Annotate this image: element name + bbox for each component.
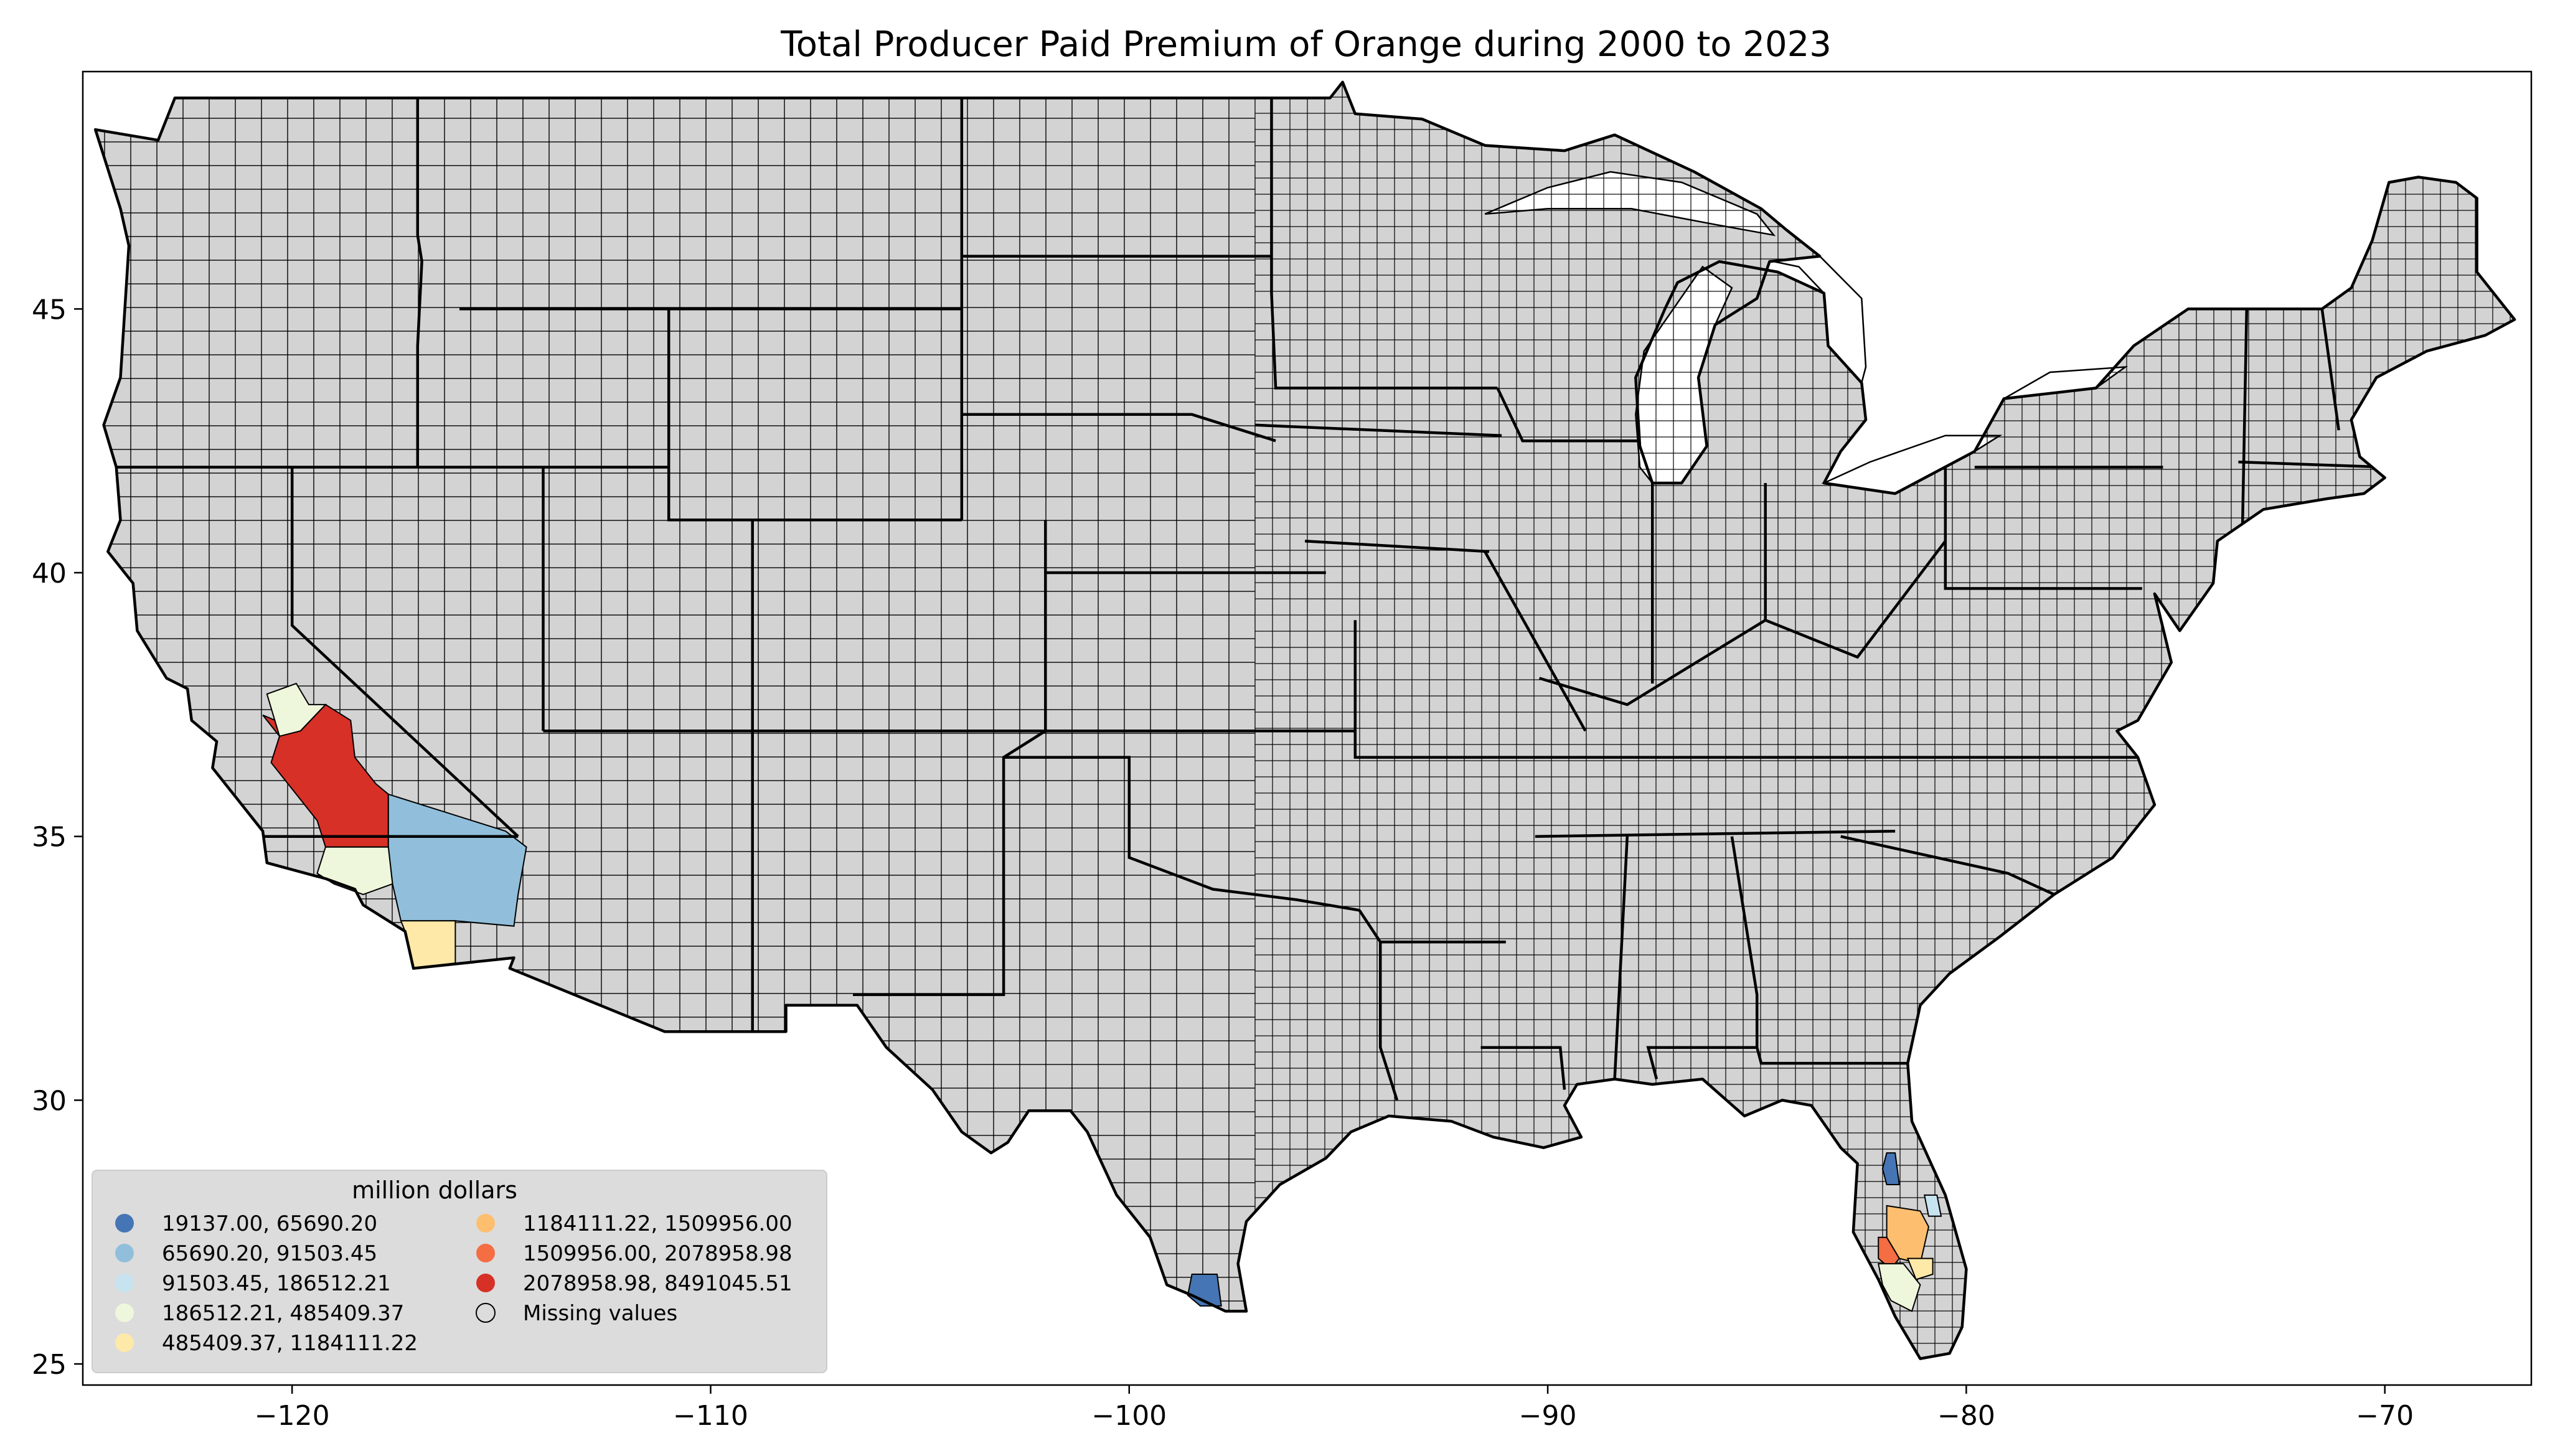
state-border	[1535, 829, 1896, 838]
legend-label: 1509956.00, 2078958.98	[523, 1241, 793, 1266]
x-tick-label: −100	[1091, 1400, 1167, 1432]
county-region	[1923, 1194, 1942, 1217]
state-border	[290, 467, 519, 838]
state-border	[1538, 540, 1947, 707]
y-tick-label: 45	[32, 294, 67, 326]
state-border	[1480, 1046, 1566, 1090]
x-tick-label: −90	[1519, 1400, 1577, 1432]
legend-label: 65690.20, 91503.45	[162, 1241, 377, 1266]
legend-box	[92, 1170, 827, 1373]
state-border	[2320, 308, 2340, 431]
axes: −120 −110 −100 −90 −80 −70 25 30 35 40 45	[32, 70, 2533, 1432]
state-border	[1254, 423, 1502, 437]
state-border	[1270, 98, 1498, 390]
county-region	[266, 682, 327, 737]
county-region	[1881, 1152, 1900, 1185]
state-border	[1304, 539, 1490, 553]
state-border	[1378, 942, 1399, 1101]
state-border	[1840, 835, 2055, 896]
state-border	[1613, 836, 1629, 1079]
y-tick-label: 25	[32, 1349, 67, 1381]
legend: million dollars 19137.00, 65690.20 65690.2…	[92, 1170, 827, 1373]
state-border	[1496, 387, 1640, 443]
legend-label: 91503.45, 186512.21	[162, 1271, 391, 1296]
state-border	[1944, 467, 2142, 590]
legend-label: 485409.37, 1184111.22	[162, 1331, 418, 1356]
legend-label: 19137.00, 65690.20	[162, 1211, 377, 1236]
y-tick-label: 30	[32, 1085, 67, 1117]
legend-label: 2078958.98, 8491045.51	[523, 1271, 793, 1296]
x-tick-label: −110	[673, 1400, 748, 1432]
legend-swatch	[115, 1303, 134, 1322]
legend-swatch	[476, 1244, 495, 1262]
state-border	[667, 309, 962, 522]
legend-swatch	[115, 1214, 134, 1233]
state-border	[1004, 756, 1360, 912]
legend-label: 1184111.22, 1509956.00	[523, 1211, 793, 1236]
chart-title: Total Producer Paid Premium of Orange du…	[780, 24, 1832, 65]
x-tick-label: −70	[2356, 1400, 2414, 1432]
state-border	[1484, 551, 1587, 732]
county-region	[316, 846, 393, 895]
legend-swatch	[476, 1214, 495, 1233]
us-outline	[93, 80, 2516, 1360]
legend-title: million dollars	[352, 1177, 517, 1204]
legend-swatch	[115, 1333, 134, 1352]
colored-counties	[262, 682, 1942, 1312]
legend-swatch	[115, 1244, 134, 1262]
legend-label: 186512.21, 485409.37	[162, 1301, 404, 1326]
state-border	[2241, 309, 2249, 525]
y-tick-label: 35	[32, 822, 67, 853]
state-borders	[116, 98, 2385, 1101]
state-border	[1646, 1046, 1908, 1080]
county-region	[1877, 1263, 1921, 1312]
legend-swatch	[115, 1274, 134, 1292]
county-region	[1906, 1257, 1934, 1280]
legend-swatch	[476, 1303, 496, 1323]
state-border	[416, 98, 423, 467]
x-tick-label: −80	[1937, 1400, 1995, 1432]
plot-frame	[82, 70, 2533, 1386]
state-border	[1353, 620, 1564, 759]
legend-swatch	[476, 1274, 495, 1292]
y-tick-label: 40	[32, 558, 67, 589]
state-border	[2238, 460, 2385, 469]
legend-label: Missing values	[523, 1301, 677, 1326]
state-border	[961, 413, 1276, 443]
x-tick-label: −120	[255, 1400, 330, 1432]
